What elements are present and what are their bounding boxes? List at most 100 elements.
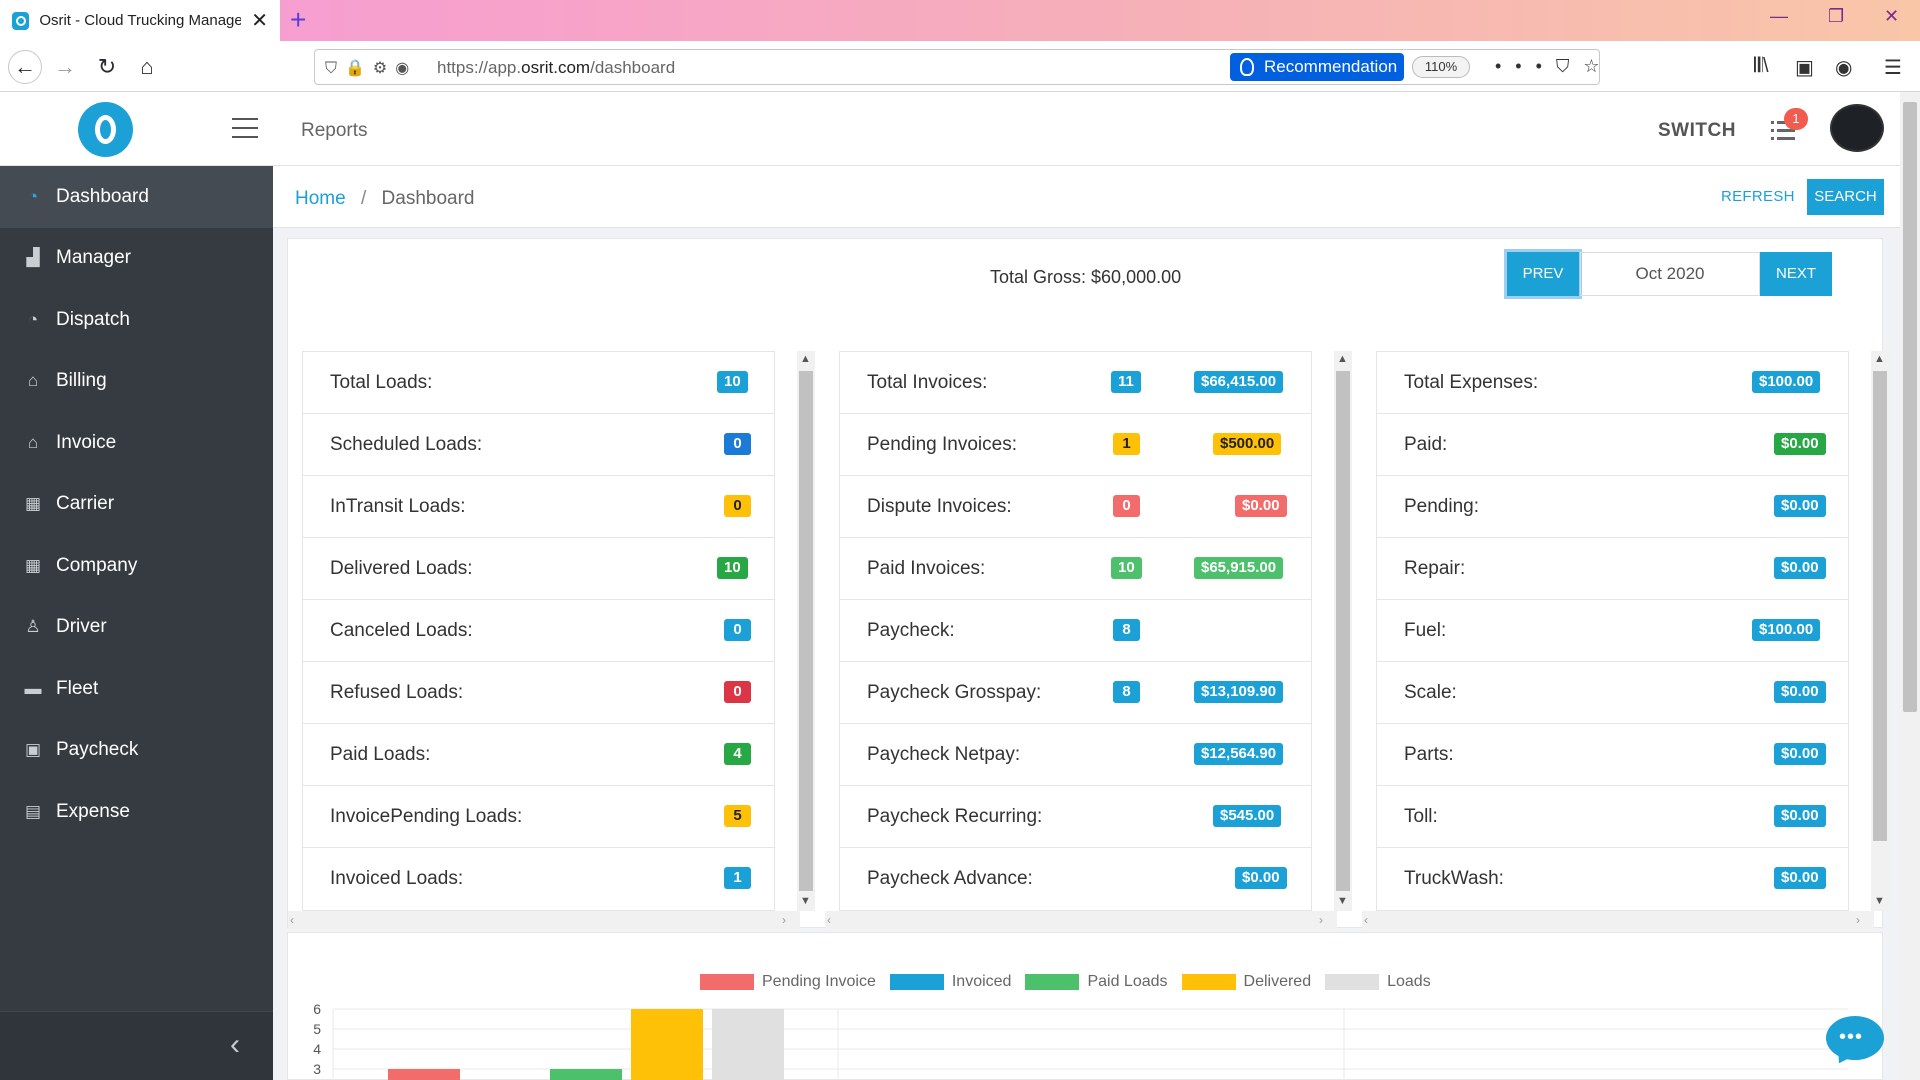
back-arrow-icon[interactable]: ← [8,50,42,84]
legend-item[interactable]: Loads [1325,973,1431,991]
bank-icon: ⌂ [27,371,39,391]
list-item: Parts: $0.00 [1377,724,1848,786]
sidebar-item-dispatch[interactable]: ◔ Dispatch [0,289,273,351]
refresh-button[interactable]: REFRESH [1721,188,1795,205]
site-security-icons[interactable]: ⛉🔒⚙◉ [325,60,418,77]
reports-link[interactable]: Reports [301,120,368,141]
legend-item[interactable]: Delivered [1181,973,1311,991]
area-chart-icon: ▟ [26,248,40,268]
browser-tab-bar: Osrit - Cloud Trucking Managem ✕ + — ❐ ✕ [0,0,1920,41]
window-close-icon[interactable]: ✕ [1884,6,1900,26]
bar-loads[interactable] [712,1009,784,1080]
library-icon[interactable]: 𝄃𝄃\ [1754,55,1769,77]
hamburger-menu-icon[interactable] [232,118,258,145]
legend-item[interactable]: Pending Invoice [700,973,876,991]
app-header: Reports SWITCH 1 [0,92,1900,166]
sidebar-item-billing[interactable]: ⌂ Billing [0,351,273,413]
loads-panel-hscrollbar[interactable]: ‹ › [288,911,800,929]
truck-icon: ▬ [24,678,42,698]
list-item: TruckWash: $0.00 [1377,848,1848,910]
scroll-down-icon[interactable]: ▼ [1874,895,1885,907]
breadcrumb-current: Dashboard [381,188,475,209]
list-item: InvoicePending Loads: 5 [303,786,774,848]
sidebar-toggle-icon[interactable]: ▣ [1795,57,1814,79]
zoom-level[interactable]: 110% [1412,56,1470,78]
scroll-right-icon[interactable]: › [782,913,786,927]
search-button[interactable]: SEARCH [1807,179,1884,215]
url-text[interactable]: https://app.osrit.com/dashboard [437,58,676,77]
new-tab-icon[interactable]: + [290,4,307,35]
lightbulb-icon [1240,58,1254,76]
bar-pending-invoice[interactable] [388,1069,460,1080]
scroll-left-icon[interactable]: ‹ [290,913,294,927]
bar-paid-loads[interactable] [550,1069,622,1080]
count-badge: 0 [724,433,751,455]
amount-badge: $0.00 [1774,805,1826,827]
invoices-panel-scrollbar[interactable]: ▲ ▼ [1334,351,1352,911]
sidebar-item-invoice[interactable]: ⌂ Invoice [0,412,273,474]
page-scroll-thumb[interactable] [1903,102,1917,712]
prev-month-button[interactable]: PREV [1507,252,1579,296]
bar-delivered[interactable] [631,1009,703,1080]
recommendation-button[interactable]: Recommendation [1230,53,1404,81]
loads-panel-scrollbar[interactable]: ▲ ▼ [797,351,815,911]
forward-arrow-icon[interactable]: → [54,54,76,79]
expenses-panel-hscrollbar[interactable]: ‹ › [1362,911,1874,929]
chat-bubble-icon[interactable] [1826,1016,1884,1060]
scroll-thumb[interactable] [1336,371,1350,891]
scroll-up-icon[interactable]: ▲ [800,353,811,365]
osrit-logo[interactable] [78,102,133,157]
scroll-left-icon[interactable]: ‹ [1364,913,1368,927]
reload-icon[interactable]: ↻ [97,54,117,79]
legend-item[interactable]: Paid Loads [1025,973,1168,991]
scroll-thumb[interactable] [799,371,813,891]
scroll-up-icon[interactable]: ▲ [1337,353,1348,365]
sidebar-item-paycheck[interactable]: ▣ Paycheck [0,720,273,782]
scroll-up-icon[interactable]: ▲ [1874,353,1885,365]
scroll-right-icon[interactable]: › [1856,913,1860,927]
minimize-icon[interactable]: — [1770,6,1788,26]
y-tick-label: 5 [313,1021,321,1037]
sidebar-item-dashboard[interactable]: ◔ Dashboard [0,166,273,228]
list-item: Repair: $0.00 [1377,538,1848,600]
list-item: Toll: $0.00 [1377,786,1848,848]
sidebar-item-company[interactable]: ▦ Company [0,535,273,597]
list-item: Invoiced Loads: 1 [303,848,774,910]
scroll-down-icon[interactable]: ▼ [800,895,811,907]
sidebar-item-manager[interactable]: ▟ Manager [0,228,273,290]
menu-icon[interactable]: ☰ [1884,57,1902,79]
sidebar-item-carrier[interactable]: ▦ Carrier [0,474,273,536]
list-item: InTransit Loads: 0 [303,476,774,538]
list-item: Scheduled Loads: 0 [303,414,774,476]
notification-badge: 1 [1784,108,1808,130]
page-scrollbar[interactable] [1900,92,1920,1080]
list-item: Paid: $0.00 [1377,414,1848,476]
loads-bar-chart: 6 5 4 3 [313,1001,1848,1080]
legend-item[interactable]: Invoiced [889,973,1011,991]
sidebar-item-fleet[interactable]: ▬ Fleet [0,658,273,720]
scroll-down-icon[interactable]: ▼ [1337,895,1348,907]
close-tab-icon[interactable]: ✕ [251,10,268,32]
list-item: Fuel: $100.00 [1377,600,1848,662]
chevron-left-icon[interactable]: ‹ [230,1028,240,1061]
sidebar: ◔ Dashboard ▟ Manager ◔ Dispatch ⌂ Billi… [0,166,273,1080]
address-bar[interactable]: ⛉🔒⚙◉ https://app.osrit.com/dashboard Rec… [314,49,1600,85]
home-icon[interactable]: ⌂ [140,54,154,79]
next-month-button[interactable]: NEXT [1760,252,1832,296]
scroll-right-icon[interactable]: › [1319,913,1323,927]
browser-tab[interactable]: Osrit - Cloud Trucking Managem ✕ [0,0,280,41]
page-actions-icons[interactable]: •••⛉☆ [1495,56,1614,76]
breadcrumb-home[interactable]: Home [295,188,346,209]
switch-button[interactable]: SWITCH [1658,120,1736,141]
restore-icon[interactable]: ❐ [1828,6,1845,26]
invoices-panel-hscrollbar[interactable]: ‹ › [825,911,1337,929]
scroll-thumb[interactable] [1873,371,1887,841]
scroll-left-icon[interactable]: ‹ [827,913,831,927]
list-item: Paid Invoices: 10 $65,915.00 [840,538,1311,600]
sidebar-item-driver[interactable]: ♙ Driver [0,597,273,659]
user-avatar[interactable] [1830,104,1884,152]
expenses-panel-scrollbar[interactable]: ▲ ▼ [1871,351,1889,911]
legend-swatch [700,974,754,990]
sidebar-item-expense[interactable]: ▤ Expense [0,781,273,843]
account-icon[interactable]: ◉ [1835,57,1853,79]
